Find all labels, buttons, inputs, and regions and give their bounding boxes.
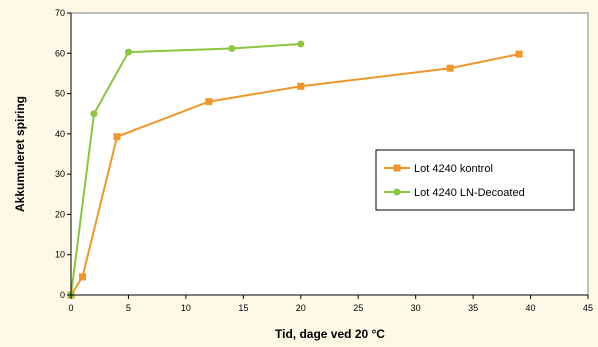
y-tick-label: 70	[55, 8, 65, 18]
x-tick-label: 35	[468, 303, 478, 313]
x-tick-label: 25	[353, 303, 363, 313]
y-tick-label: 0	[60, 290, 65, 300]
series-1-point	[515, 50, 523, 58]
series-1-point	[446, 64, 454, 72]
series-2-point	[124, 48, 132, 56]
y-tick-label: 30	[55, 169, 65, 179]
x-tick-label: 10	[181, 303, 191, 313]
x-axis-title: Tid, dage ved 20 °C	[275, 327, 385, 341]
series-1-point	[113, 133, 121, 141]
axes-layer	[70, 13, 588, 296]
series-1-point	[78, 273, 86, 281]
series-2-point	[297, 40, 305, 48]
x-tick-label: 40	[526, 303, 536, 313]
series-1-point	[297, 82, 305, 90]
y-axis-title: Akkumuleret spiring	[13, 96, 27, 212]
x-tick-label: 0	[68, 303, 73, 313]
y-tick-label: 50	[55, 89, 65, 99]
series-2-point	[228, 44, 236, 52]
y-tick-label: 20	[55, 209, 65, 219]
y-tick-label: 40	[55, 129, 65, 139]
x-tick-label: 15	[238, 303, 248, 313]
legend: Lot 4240 kontrol Lot 4240 LN-Decoated	[375, 149, 575, 211]
x-tick-label: 5	[126, 303, 131, 313]
legend-label-2: Lot 4240 LN-Decoated	[414, 187, 525, 199]
legend-box	[375, 149, 575, 211]
series-2-point	[90, 110, 98, 118]
y-tick-label: 10	[55, 250, 65, 260]
legend-marker-2	[393, 188, 401, 196]
legend-marker-1	[393, 164, 401, 172]
series-1-point	[205, 98, 213, 106]
x-tick-label: 45	[583, 303, 593, 313]
x-tick-label: 20	[296, 303, 306, 313]
x-tick-label: 30	[411, 303, 421, 313]
ticks-layer: 0 5 10 15 20 25 30 35 40 45 0 10 20 30 40 50 60 70	[55, 8, 593, 313]
y-tick-label: 60	[55, 48, 65, 58]
legend-label-1: Lot 4240 kontrol	[414, 163, 493, 175]
